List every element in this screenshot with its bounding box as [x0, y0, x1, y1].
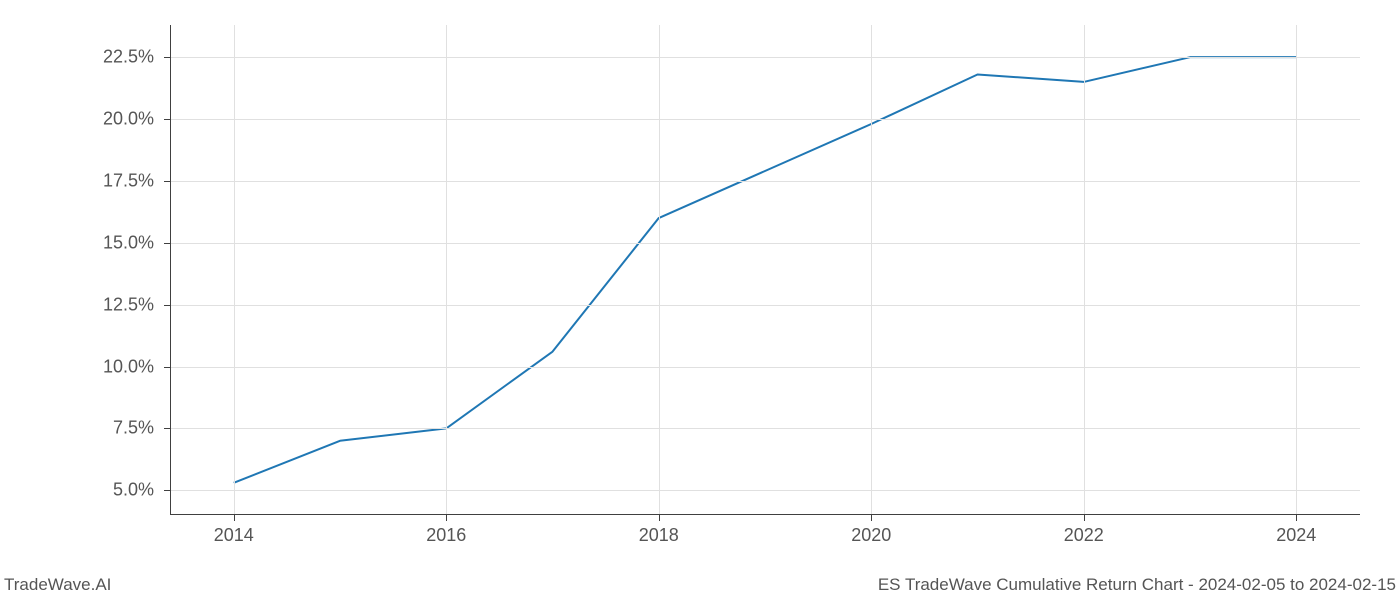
grid-line-vertical	[446, 25, 447, 515]
grid-line-horizontal	[170, 305, 1360, 306]
grid-line-vertical	[234, 25, 235, 515]
x-axis-tick	[1296, 515, 1297, 521]
y-axis-label: 5.0%	[74, 480, 154, 501]
y-axis-label: 15.0%	[74, 232, 154, 253]
grid-line-vertical	[1084, 25, 1085, 515]
x-axis-label: 2016	[426, 525, 466, 546]
y-axis-label: 20.0%	[74, 109, 154, 130]
x-axis-label: 2020	[851, 525, 891, 546]
grid-line-horizontal	[170, 181, 1360, 182]
grid-line-vertical	[871, 25, 872, 515]
x-axis-label: 2018	[639, 525, 679, 546]
x-axis-label: 2014	[214, 525, 254, 546]
footer-caption: ES TradeWave Cumulative Return Chart - 2…	[878, 575, 1396, 595]
grid-line-horizontal	[170, 367, 1360, 368]
grid-line-horizontal	[170, 57, 1360, 58]
x-axis-tick	[871, 515, 872, 521]
line-series	[170, 25, 1360, 515]
y-axis-label: 22.5%	[74, 47, 154, 68]
y-axis-label: 17.5%	[74, 170, 154, 191]
plot-area: 2014201620182020202220245.0%7.5%10.0%12.…	[170, 25, 1360, 515]
x-axis-tick	[446, 515, 447, 521]
y-axis-label: 7.5%	[74, 418, 154, 439]
grid-line-horizontal	[170, 428, 1360, 429]
grid-line-horizontal	[170, 490, 1360, 491]
x-axis-tick	[234, 515, 235, 521]
x-axis-tick	[659, 515, 660, 521]
grid-line-vertical	[1296, 25, 1297, 515]
y-axis-spine	[170, 25, 171, 515]
x-axis-label: 2022	[1064, 525, 1104, 546]
line-path	[234, 57, 1297, 483]
grid-line-vertical	[659, 25, 660, 515]
y-axis-label: 10.0%	[74, 356, 154, 377]
x-axis-label: 2024	[1276, 525, 1316, 546]
grid-line-horizontal	[170, 243, 1360, 244]
x-axis-spine	[170, 514, 1360, 515]
x-axis-tick	[1084, 515, 1085, 521]
footer-brand: TradeWave.AI	[4, 575, 111, 595]
y-axis-label: 12.5%	[74, 294, 154, 315]
grid-line-horizontal	[170, 119, 1360, 120]
chart-container: 2014 2016 2018 2020 2022 2024 5.0% 7.5% 10.0% 12.…	[0, 0, 1400, 600]
